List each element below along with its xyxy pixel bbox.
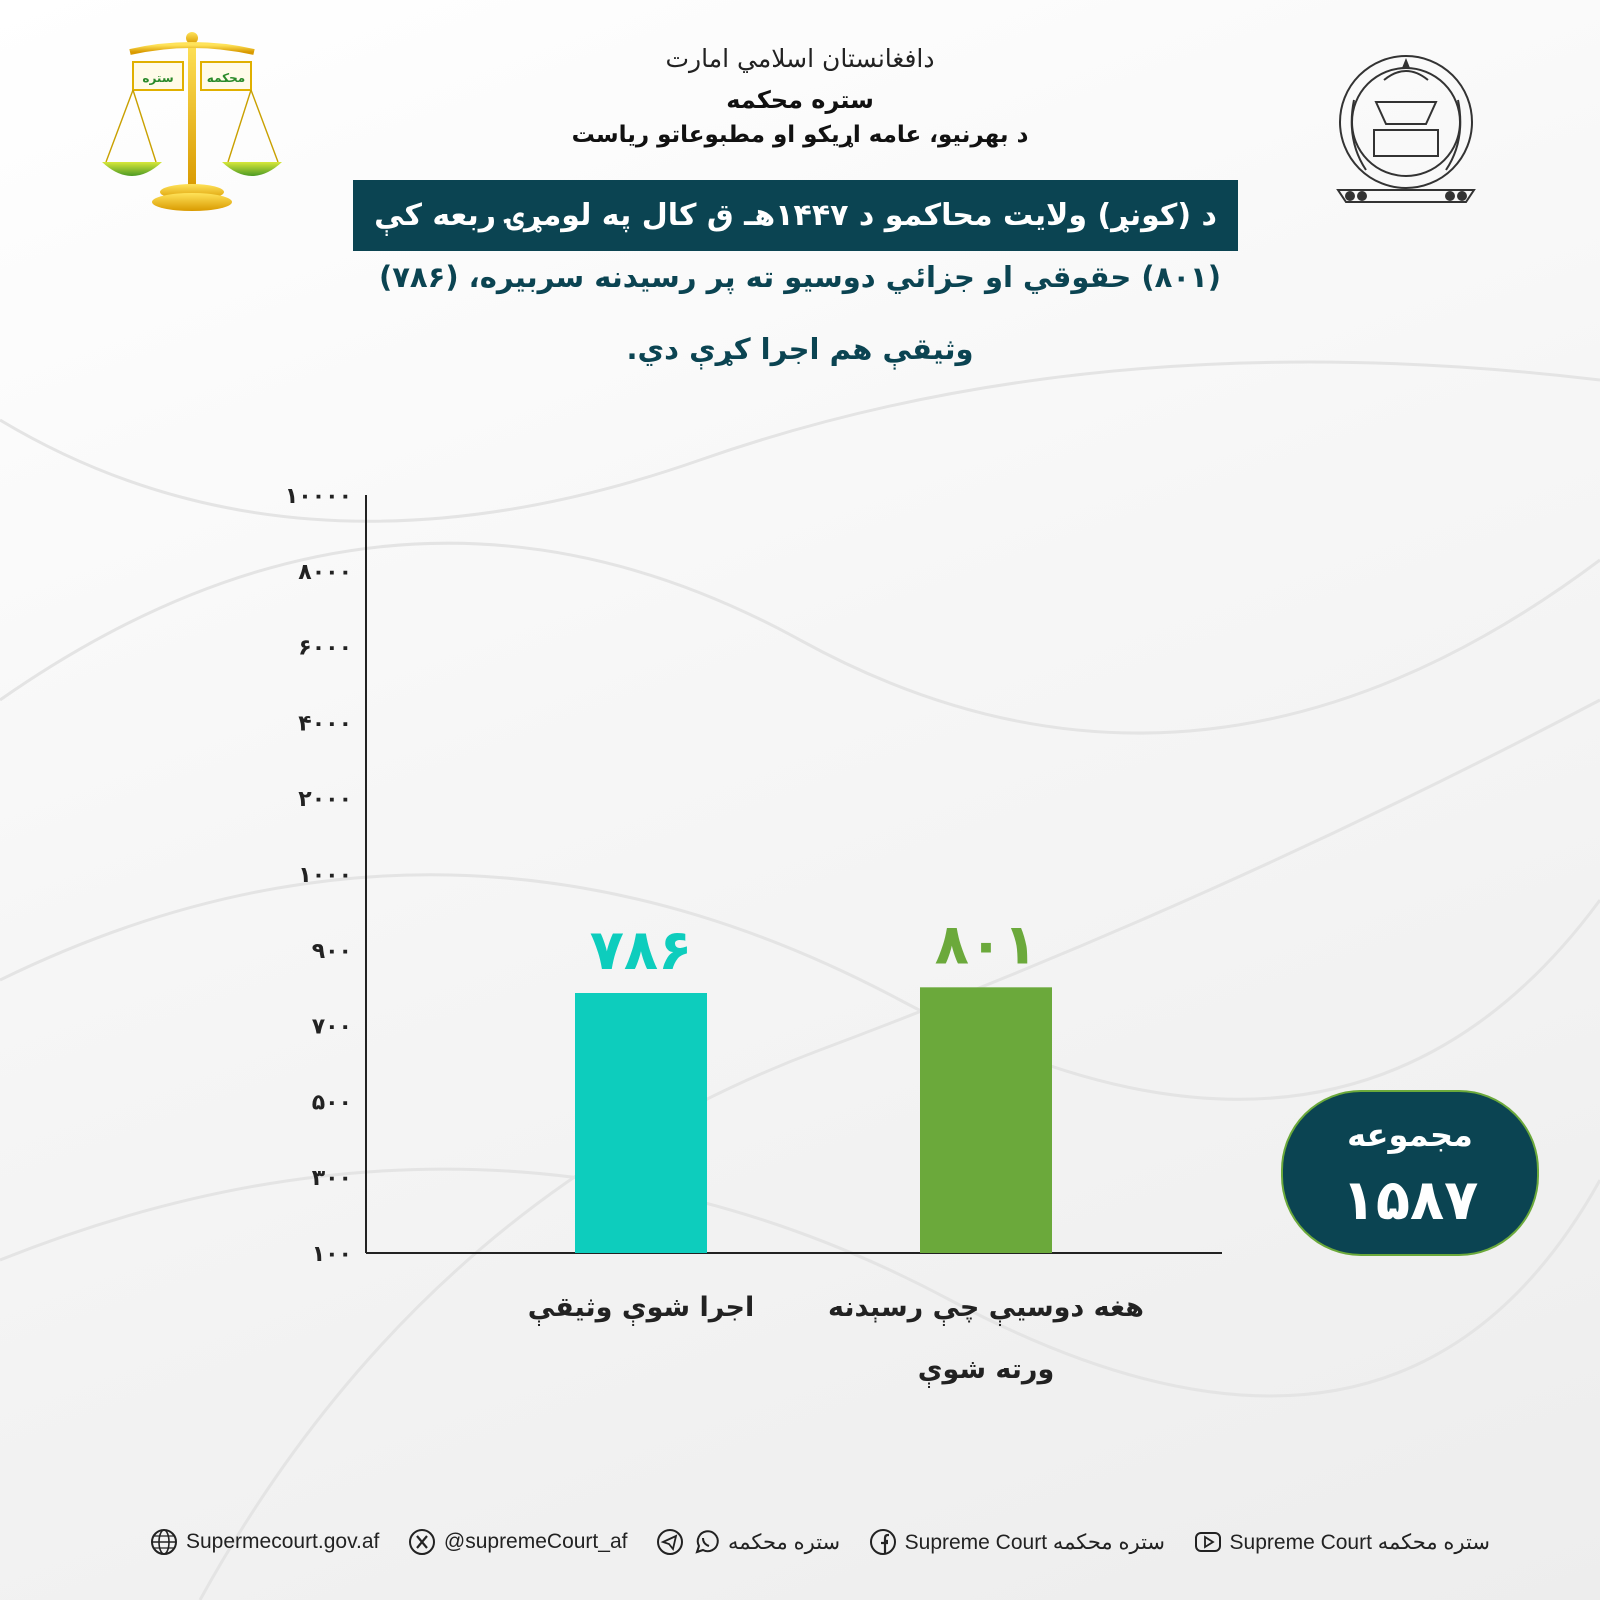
total-value: ۱۵۸۷ [1341,1168,1479,1233]
y-tick-label: ۱۰۰۰ [298,863,352,888]
y-tick-label: ۸۰۰۰ [298,560,352,585]
court-name: ستره محکمه [726,86,874,114]
footer-x[interactable]: @supremeCourt_af [408,1528,628,1556]
telegram-icon [656,1529,683,1555]
bar-value-label: ۷۸۶ [590,918,693,983]
facebook-label[interactable]: Supreme Court ستره محکمه [904,1530,1166,1554]
subtitle-line-1: (۸۰۱) حقوقي او جزائي دوسیو ته پر رسیدنه … [378,260,1222,294]
y-tick-label: ۲۰۰۰ [298,787,352,812]
emirate-calligraphy: دافغانستان اسلامي امارت [665,44,935,73]
whatsapp-icon [695,1530,719,1554]
y-tick-label: ۶۰۰۰ [298,636,352,661]
x-logo-icon [408,1529,435,1555]
y-tick-label: ۳۰۰ [312,1166,352,1191]
bar-value-label: ۸۰۱ [935,912,1038,977]
x-category-label: هغه دوسیې چې رسېدنه [828,1292,1144,1326]
facebook-icon [869,1529,896,1555]
total-label: مجموعه [1347,1116,1473,1154]
footer-messaging[interactable]: ستره محکمه [656,1528,840,1556]
scales-label-left: ستره [142,71,173,85]
youtube-label[interactable]: Supreme Court ستره محکمه [1229,1530,1490,1554]
bar [920,987,1052,1253]
y-tick-label: ۵۰۰ [312,1090,352,1115]
x-category-label: اجرا شوې وثیقې [528,1292,754,1326]
scales-label-right: محکمه [207,71,245,85]
y-tick-label: ۹۰۰ [312,939,352,964]
footer-bar: Supermecourt.gov.af @supremeCourt_af ستر… [150,1520,1490,1564]
x-category-label: ورته شوې [918,1354,1054,1388]
messaging-label[interactable]: ستره محکمه [727,1530,841,1554]
y-tick-label: ۱۰۰۰۰ [285,484,352,509]
total-badge: مجموعه ۱۵۸۷ [1281,1090,1539,1256]
subtitle-line-2: وثیقې هم اجرا کړې دي. [626,332,974,366]
y-tick-label: ۴۰۰۰ [298,711,352,736]
footer-facebook[interactable]: Supreme Court ستره محکمه [869,1528,1165,1556]
chart-title: د (کونړ) ولایت محاکمو د ۱۴۴۷هـ ق کال په … [374,198,1217,233]
youtube-icon [1194,1532,1221,1552]
y-tick-label: ۱۰۰ [312,1242,352,1267]
bar [575,993,707,1253]
footer-youtube[interactable]: Supreme Court ستره محکمه [1194,1528,1490,1556]
footer-website[interactable]: Supermecourt.gov.af [150,1528,379,1556]
x-handle[interactable]: @supremeCourt_af [443,1530,628,1553]
website-link[interactable]: Supermecourt.gov.af [186,1530,380,1553]
title-banner: د (کونړ) ولایت محاکمو د ۱۴۴۷هـ ق کال په … [353,180,1238,251]
department-name: د بهرنیو، عامه اړیکو او مطبوعاتو ریاست [571,122,1029,148]
emirate-emblem [1336,55,1476,203]
y-tick-label: ۷۰۰ [312,1015,352,1040]
scales-of-justice-logo: ستره محکمه [102,32,282,211]
globe-icon [151,1529,177,1555]
